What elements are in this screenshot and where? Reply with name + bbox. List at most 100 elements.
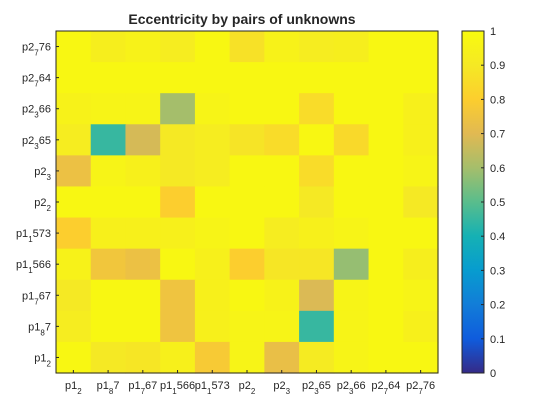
heatmap-cell xyxy=(194,310,231,343)
heatmap-cell xyxy=(333,279,370,312)
heatmap-cell xyxy=(56,217,92,250)
heatmap-cell xyxy=(403,155,439,188)
heatmap-cell xyxy=(299,31,335,63)
colorbar-tick-label: 1 xyxy=(490,26,496,38)
heatmap-cell xyxy=(264,186,300,219)
x-tick-labels: p12 p187 p1767 p11566 p11573 p22 p23 p2365 p2366… xyxy=(65,370,435,396)
heatmap-cell xyxy=(56,186,92,219)
heatmap-cell xyxy=(229,155,265,188)
heatmap-cell xyxy=(125,155,161,188)
colorbar-tick-label: 0.2 xyxy=(490,300,505,312)
heatmap-cell xyxy=(333,124,370,156)
x-tick-label: p2365 xyxy=(302,380,331,396)
heatmap-cell xyxy=(125,31,161,63)
heatmap-cell xyxy=(125,62,161,94)
heatmap-cell xyxy=(229,310,265,343)
heatmap-cell xyxy=(90,93,127,125)
heatmap-cell xyxy=(125,341,161,374)
heatmap-cell xyxy=(160,93,196,125)
heatmap-cell xyxy=(56,341,92,374)
y-tick-label: p11573 xyxy=(16,228,51,244)
heatmap-cell xyxy=(403,279,439,312)
heatmap-cell xyxy=(90,155,127,188)
colorbar: 0 0.1 0.2 0.3 0.4 0.5 0.6 0.7 0.8 0.9 1 xyxy=(461,26,505,380)
heatmap-cell xyxy=(125,248,161,281)
heatmap-cell xyxy=(160,279,196,312)
heatmap-cell xyxy=(194,93,231,125)
heatmap-cell xyxy=(368,279,404,312)
heatmap-cell xyxy=(160,124,196,156)
heatmap-cell xyxy=(264,155,300,188)
heatmap-cell xyxy=(160,248,196,281)
colorbar-tick-label: 0.3 xyxy=(490,265,505,277)
heatmap-cell xyxy=(90,217,127,250)
heatmap-cell xyxy=(264,124,300,156)
colorbar-ticks: 0 0.1 0.2 0.3 0.4 0.5 0.6 0.7 0.8 0.9 1 xyxy=(481,26,505,380)
heatmap-cell xyxy=(229,248,265,281)
heatmap-cell xyxy=(333,310,370,343)
heatmap-cell xyxy=(56,155,92,188)
x-tick-label: p22 xyxy=(239,380,256,396)
heatmap-cell xyxy=(299,186,335,219)
heatmap-cell xyxy=(194,248,231,281)
heatmap-cell xyxy=(368,341,404,374)
heatmap-cell xyxy=(368,93,404,125)
heatmap-cell xyxy=(125,93,161,125)
heatmap-cell xyxy=(160,217,196,250)
heatmap-cell xyxy=(229,217,265,250)
heatmap-cell xyxy=(403,186,439,219)
y-tick-label: p2366 xyxy=(22,104,51,120)
y-tick-label: p2776 xyxy=(22,42,51,58)
colorbar-tick-label: 0.7 xyxy=(490,129,505,141)
heatmap-cell xyxy=(264,248,300,281)
heatmap-cell xyxy=(299,310,335,343)
heatmap-cell xyxy=(403,31,439,63)
colorbar-tick-label: 0.4 xyxy=(490,231,505,243)
colorbar-tick-label: 0.8 xyxy=(490,94,505,106)
heatmap-cell xyxy=(194,217,231,250)
heatmap-cell xyxy=(264,279,300,312)
colorbar-gradient xyxy=(462,31,484,373)
x-tick-label: p2776 xyxy=(406,380,435,396)
heatmap-cell xyxy=(333,217,370,250)
heatmap-cell xyxy=(264,217,300,250)
colorbar-tick-label: 0.5 xyxy=(490,197,505,209)
heatmap-cell xyxy=(333,31,370,63)
heatmap-cell xyxy=(56,248,92,281)
heatmap-cell xyxy=(333,93,370,125)
heatmap-cell xyxy=(299,341,335,374)
heatmap-cell xyxy=(368,31,404,63)
heatmap-cell xyxy=(56,62,92,94)
heatmap-cell xyxy=(368,248,404,281)
heatmap-cell xyxy=(333,341,370,374)
x-tick-label: p12 xyxy=(65,380,82,396)
heatmap-cell xyxy=(125,124,161,156)
heatmap-cell xyxy=(56,124,92,156)
heatmap-cell xyxy=(125,279,161,312)
heatmap-cell xyxy=(90,31,127,63)
colorbar-tick-label: 0 xyxy=(490,368,496,380)
heatmap-cell xyxy=(90,310,127,343)
heatmap-cell xyxy=(229,93,265,125)
heatmap-cell xyxy=(160,310,196,343)
heatmap-cell xyxy=(56,310,92,343)
heatmap-cell xyxy=(299,124,335,156)
heatmap-cell xyxy=(368,310,404,343)
heatmap-cell xyxy=(160,155,196,188)
heatmap-cell xyxy=(90,186,127,219)
heatmap-cell xyxy=(403,124,439,156)
x-tick-label: p11573 xyxy=(195,380,230,396)
heatmap-cell xyxy=(229,31,265,63)
heatmap-cell xyxy=(90,248,127,281)
y-tick-label: p1767 xyxy=(22,290,51,306)
y-tick-labels: p2776 p2764 p2366 p2365 p23 p22 p11573 p11566 p1… xyxy=(16,42,59,368)
heatmap-cell xyxy=(56,279,92,312)
heatmap-cell xyxy=(194,62,231,94)
heatmap-cell xyxy=(299,279,335,312)
x-tick-label: p1767 xyxy=(128,380,157,396)
heatmap-cell xyxy=(333,155,370,188)
colorbar-tick-label: 0.6 xyxy=(490,163,505,175)
heatmap-cell xyxy=(403,217,439,250)
heatmap-cell xyxy=(403,310,439,343)
heatmap-cell xyxy=(90,124,127,156)
